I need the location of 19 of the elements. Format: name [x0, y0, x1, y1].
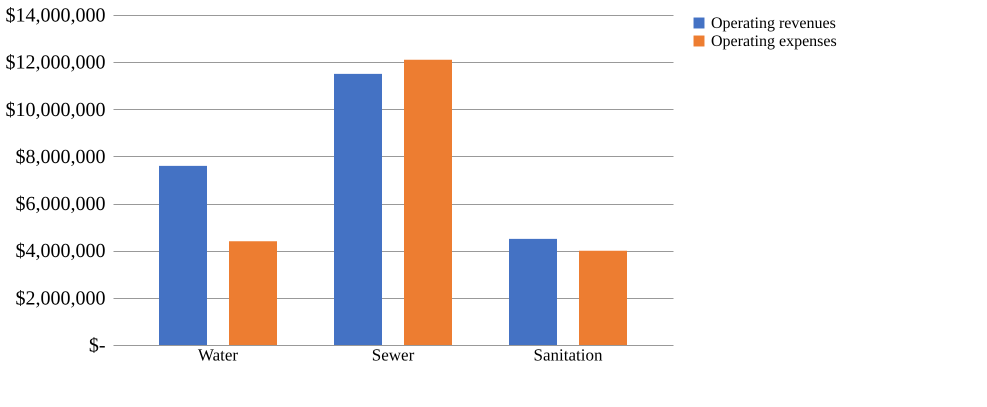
bar [404, 60, 452, 345]
y-tick-label: $12,000,000 [6, 52, 106, 74]
y-tick-label: $10,000,000 [6, 98, 106, 121]
x-tick-label: Water [198, 346, 238, 364]
bar [509, 238, 557, 345]
y-tick-label: $4,000,000 [16, 240, 106, 262]
bar [229, 241, 277, 345]
legend-label: Operating expenses [711, 33, 837, 50]
x-tick-label: Sanitation [534, 346, 603, 364]
y-tick-label: $- [88, 334, 106, 356]
legend-label: Operating revenues [711, 15, 836, 32]
bar [334, 74, 382, 345]
bar [579, 250, 627, 345]
y-tick-label: $2,000,000 [16, 287, 106, 310]
x-tick-label: Sewer [372, 346, 415, 364]
y-tick-label: $14,000,000 [6, 4, 106, 26]
y-tick-label: $8,000,000 [16, 146, 106, 168]
y-tick-label: $6,000,000 [16, 193, 106, 216]
bar [159, 166, 207, 345]
